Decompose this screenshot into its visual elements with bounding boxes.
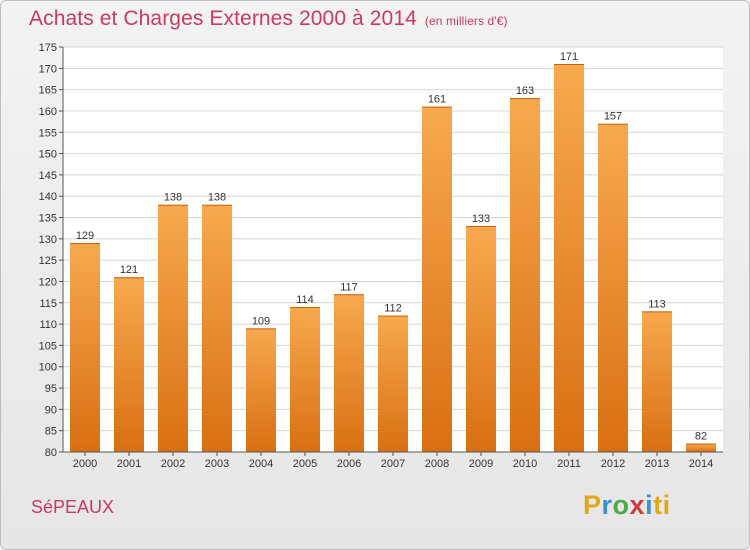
x-tick-label: 2002 <box>161 458 185 470</box>
bar-value-label: 129 <box>76 230 94 242</box>
x-tick-label: 2004 <box>249 458 273 470</box>
bar <box>598 123 628 452</box>
bar-value-label: 112 <box>384 303 402 315</box>
y-tick-label: 85 <box>45 426 57 438</box>
bar <box>70 243 100 452</box>
bar <box>466 226 496 452</box>
logo-letter: t <box>653 490 663 520</box>
bar-value-label: 117 <box>340 281 358 293</box>
x-tick-label: 2007 <box>381 458 405 470</box>
x-tick-label: 2005 <box>293 458 317 470</box>
y-tick-label: 140 <box>39 191 57 203</box>
bar <box>246 328 276 452</box>
bar <box>642 311 672 452</box>
x-tick-label: 2012 <box>601 458 625 470</box>
x-tick-label: 2014 <box>689 458 713 470</box>
y-tick-label: 95 <box>45 383 57 395</box>
y-tick-label: 110 <box>39 319 57 331</box>
bar <box>554 64 584 453</box>
y-tick-label: 135 <box>39 213 57 225</box>
bar-value-label: 114 <box>296 294 314 306</box>
x-tick-label: 2008 <box>425 458 449 470</box>
logo-letter: o <box>612 490 630 520</box>
bar-value-label: 113 <box>648 298 666 310</box>
x-tick-label: 2010 <box>513 458 537 470</box>
y-tick-label: 130 <box>39 234 57 246</box>
x-tick-label: 2001 <box>117 458 141 470</box>
y-tick-label: 105 <box>39 340 57 352</box>
x-tick-label: 2006 <box>337 458 361 470</box>
y-tick-label: 160 <box>39 106 57 118</box>
bar <box>510 98 540 452</box>
bar <box>378 315 408 452</box>
bar-value-label: 171 <box>560 51 578 63</box>
x-tick-label: 2013 <box>645 458 669 470</box>
bar-value-label: 138 <box>208 192 226 204</box>
y-tick-label: 125 <box>39 255 57 267</box>
x-tick-label: 2003 <box>205 458 229 470</box>
y-tick-label: 165 <box>39 85 57 97</box>
bars: 129 121 138 138 109 114 117 112 161 133 163 171 157 1… <box>70 51 716 453</box>
y-tick-label: 80 <box>45 447 57 459</box>
commune-name: SéPEAUX <box>31 497 115 517</box>
logo-letter: x <box>629 490 646 520</box>
proxiti-logo: Proxiti <box>583 490 671 521</box>
y-tick-label: 170 <box>39 63 57 75</box>
chart-title-text: Achats et Charges Externes 2000 à 2014 <box>29 7 417 30</box>
logo-letter: r <box>601 490 613 520</box>
bar <box>158 204 188 452</box>
axes: 80 85 90 95 100 105 110 115 120 125 130 135 140 145 15… <box>39 42 723 470</box>
y-tick-label: 90 <box>45 404 57 416</box>
y-tick-label: 115 <box>39 298 57 310</box>
bar <box>334 294 364 452</box>
bar-value-label: 121 <box>120 264 138 276</box>
logo-letter: i <box>645 490 654 520</box>
x-tick-label: 2000 <box>73 458 97 470</box>
x-tick-label: 2009 <box>469 458 493 470</box>
bar-value-label: 163 <box>516 85 534 97</box>
y-tick-label: 100 <box>39 362 57 374</box>
bar <box>290 307 320 452</box>
bar-value-label: 82 <box>695 430 707 442</box>
bar <box>686 443 716 452</box>
y-tick-label: 145 <box>39 170 57 182</box>
bar <box>202 204 232 452</box>
bar-value-label: 133 <box>472 213 490 225</box>
y-tick-label: 175 <box>39 42 57 54</box>
x-tick-label: 2011 <box>557 458 581 470</box>
chart-title: Achats et Charges Externes 2000 à 2014 (e… <box>29 7 508 31</box>
chart-subtitle: (en milliers d'€) <box>424 14 508 28</box>
bar-value-label: 109 <box>252 315 270 327</box>
bar-value-label: 138 <box>164 192 182 204</box>
y-tick-label: 150 <box>39 149 57 161</box>
logo-letter: P <box>583 490 602 520</box>
y-tick-label: 155 <box>39 127 57 139</box>
bar-value-label: 157 <box>604 111 622 123</box>
bar <box>422 106 452 453</box>
bar <box>114 277 144 452</box>
logo-letter: i <box>662 490 671 520</box>
bar-value-label: 161 <box>428 94 446 106</box>
y-tick-label: 120 <box>39 276 57 288</box>
